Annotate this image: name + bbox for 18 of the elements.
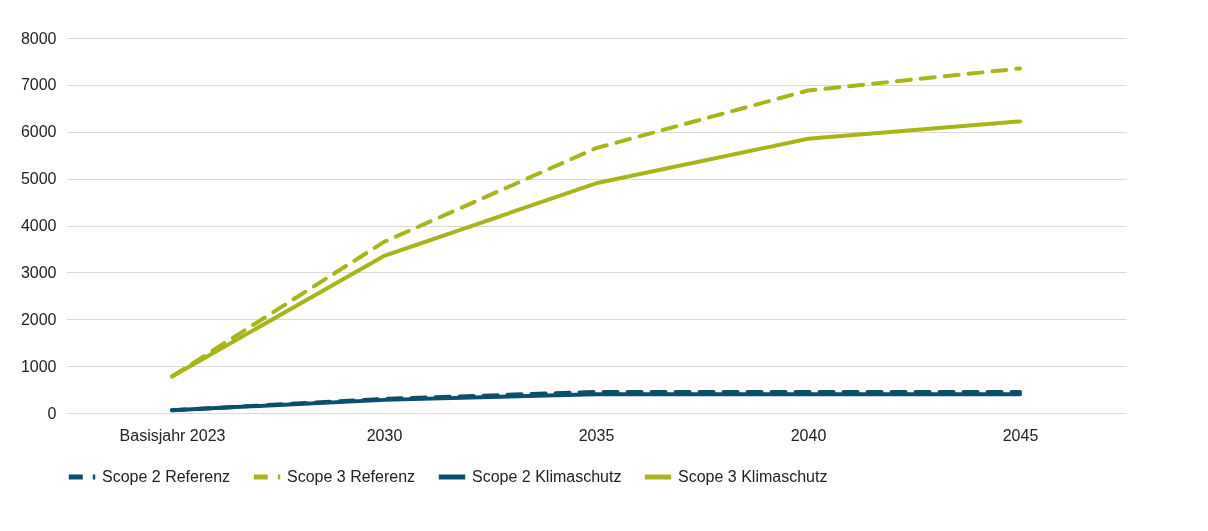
legend-label: Scope 3 Referenz [287, 468, 416, 485]
y-tick-label: 0 [47, 404, 57, 422]
y-tick-label: 7000 [20, 76, 57, 94]
legend-label: Scope 2 Referenz [102, 468, 231, 485]
y-tick-label: 2000 [20, 310, 57, 328]
y-tick-label: 8000 [20, 29, 57, 47]
x-tick-label: 2030 [366, 426, 403, 444]
legend-label: Scope 3 Klimaschutz [678, 468, 828, 485]
x-tick-label: Basisjahr 2023 [119, 426, 226, 444]
legend-label: Scope 2 Klimaschutz [472, 468, 622, 485]
y-tick-label: 4000 [20, 217, 57, 234]
y-tick-label: 1000 [20, 357, 57, 375]
y-tick-label: 6000 [20, 123, 57, 141]
y-tick-label: 5000 [20, 170, 57, 188]
x-tick-label: 2035 [578, 426, 615, 444]
x-tick-label: 2045 [1002, 426, 1039, 444]
x-tick-label: 2040 [790, 426, 827, 444]
y-tick-label: 3000 [20, 263, 57, 281]
